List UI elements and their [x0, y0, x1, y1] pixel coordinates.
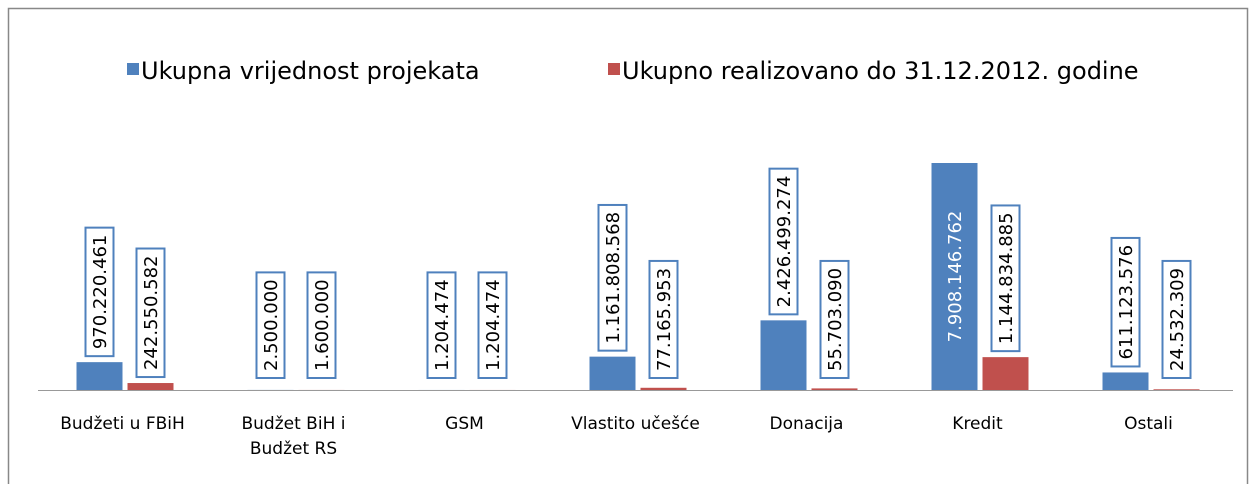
bar [76, 362, 123, 390]
x-tick-label: Budžet BiH i Budžet RS [241, 414, 346, 459]
data-label-box [1110, 236, 1141, 368]
data-label: 55.703.090 [825, 268, 846, 371]
bar [1102, 372, 1149, 390]
bar [982, 357, 1029, 390]
bar [589, 356, 636, 390]
data-label: 77.165.953 [654, 268, 675, 371]
data-label: 24.532.309 [1167, 268, 1188, 371]
data-label-box [990, 204, 1021, 353]
data-label: 1.144.834.885 [996, 212, 1017, 344]
data-label: 1.204.474 [432, 279, 453, 371]
data-label-box [135, 247, 166, 379]
bar [931, 163, 978, 390]
data-label: 1.161.808.568 [603, 212, 624, 344]
x-tick-label: Kredit [952, 414, 1003, 434]
legend-label: Ukupna vrijednost projekata [141, 57, 480, 85]
bar [640, 387, 687, 390]
x-tick-label: Ostali [1124, 414, 1173, 434]
x-tick-label: Budžeti u FBiH [60, 414, 185, 434]
data-label: 611.123.576 [1116, 245, 1137, 360]
x-tick-label: GSM [445, 414, 484, 434]
chart-border [7, 7, 1249, 484]
data-label: 242.550.582 [141, 256, 162, 371]
data-label: 7.908.146.762 [945, 211, 966, 343]
data-label: 2.500.000 [261, 279, 282, 371]
data-label: 2.426.499.274 [774, 176, 795, 308]
data-label-box [768, 167, 799, 316]
data-label-box [648, 259, 679, 379]
data-label-box [255, 271, 286, 379]
x-tick-label: Donacija [769, 414, 844, 434]
legend-swatch [127, 63, 139, 75]
data-label-box [819, 259, 850, 379]
data-label-box [597, 203, 628, 352]
bar [127, 383, 174, 390]
legend-label: Ukupno realizovano do 31.12.2012. godine [622, 57, 1139, 85]
x-tick-label: Vlastito učešće [571, 414, 700, 434]
data-label: 1.204.474 [483, 279, 504, 371]
data-label: 1.600.000 [312, 279, 333, 371]
data-label: 970.220.461 [90, 235, 111, 350]
data-label-box [1161, 259, 1192, 379]
bar [1153, 389, 1200, 390]
legend-swatch [608, 63, 620, 75]
data-label-box [477, 271, 508, 379]
bar [760, 320, 807, 390]
data-label-box [426, 271, 457, 379]
bar [811, 388, 858, 390]
data-label-box [306, 271, 337, 379]
data-label-box [84, 226, 115, 358]
